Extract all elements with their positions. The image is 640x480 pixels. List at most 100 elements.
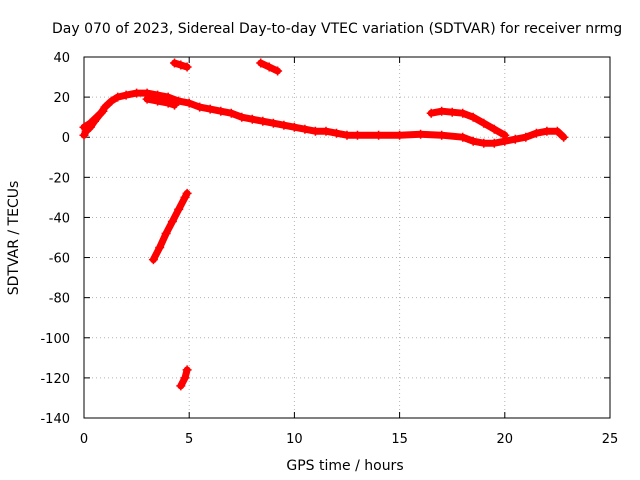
- data-point-main-track-21: [258, 116, 268, 126]
- data-point-main-track-27: [321, 126, 331, 136]
- data-point-deep-segment-0: [176, 381, 186, 391]
- data-point-upper-segment-2-2: [273, 66, 283, 76]
- data-point-early-branch-2: [92, 112, 102, 122]
- data-point-main-track-28: [332, 128, 341, 138]
- data-point-upper-segment-1-0: [170, 58, 179, 68]
- data-point-main-track-8: [121, 90, 131, 100]
- data-point-main-track-18: [226, 108, 236, 118]
- data-point-hump-track-2: [447, 107, 457, 117]
- data-point-upper-segment-2-0: [256, 58, 266, 68]
- data-point-early-branch-1: [85, 118, 95, 128]
- data-point-hump-track-4: [468, 112, 478, 122]
- data-point-main-track-42: [531, 128, 541, 138]
- y-tick-label-3: -20: [49, 171, 70, 186]
- data-point-main-track-36: [468, 136, 478, 146]
- data-point-main-track-38: [489, 138, 499, 148]
- y-axis-label: SDTVAR / TECUs: [6, 181, 22, 296]
- data-point-main-track-22: [268, 118, 278, 128]
- grid-lines: [84, 57, 610, 418]
- data-point-main-track-20: [247, 114, 257, 124]
- data-point-dip-branch-1: [153, 96, 163, 106]
- data-point-main-track-14: [184, 98, 194, 108]
- data-point-early-branch-3: [98, 106, 108, 116]
- y-tick-label-9: -140: [40, 412, 70, 427]
- data-point-upper-segment-2-1: [264, 62, 274, 72]
- data-point-main-track-41: [521, 132, 531, 142]
- data-point-upper-segment-1-2: [182, 62, 192, 72]
- data-point-early-branch-0: [79, 122, 89, 132]
- x-tick-label-3: 15: [391, 432, 408, 447]
- y-tick-label-4: -40: [49, 211, 70, 226]
- series-upper-segment-1: [170, 58, 192, 72]
- data-point-main-track-17: [216, 106, 226, 116]
- data-point-hump-track-5: [479, 118, 489, 128]
- data-point-dip-branch-2: [163, 98, 173, 108]
- data-point-main-track-40: [510, 134, 520, 144]
- data-point-main-track-34: [437, 130, 447, 140]
- data-point-dip-branch-0: [142, 94, 152, 104]
- series-band-early-branch: [80, 107, 107, 131]
- x-tick-label-5: 25: [602, 432, 619, 447]
- series-band-dip-branch: [143, 95, 178, 109]
- y-tick-label-6: -80: [49, 292, 70, 307]
- data-point-deep-segment-2: [182, 365, 192, 375]
- axis-ticks: 0 5 10 15 20 25 40 20 0 -20 -40 -60 -80 -100 -120 -140: [40, 51, 618, 447]
- data-point-main-track-0: [79, 130, 89, 140]
- data-point-negative-slope-4: [174, 204, 184, 214]
- data-point-main-track-44: [552, 126, 562, 136]
- data-point-negative-slope-1: [155, 243, 165, 252]
- data-point-main-track-16: [205, 104, 215, 114]
- data-point-main-track-33: [416, 129, 426, 139]
- data-point-hump-track-0: [426, 108, 436, 118]
- data-point-negative-slope-5: [180, 192, 190, 202]
- y-tick-label-1: 20: [53, 91, 70, 106]
- y-tick-label-8: -120: [40, 372, 70, 387]
- x-tick-label-4: 20: [497, 432, 514, 447]
- plot-frame: [83, 56, 611, 419]
- chart-title: Day 070 of 2023, Sidereal Day-to-day VTE…: [52, 21, 622, 37]
- x-axis-label: GPS time / hours: [286, 458, 403, 474]
- data-point-main-track-45: [559, 132, 569, 142]
- x-tick-label-2: 10: [286, 432, 303, 447]
- series-hump-track: [426, 106, 510, 140]
- x-tick-label-0: 0: [80, 432, 88, 447]
- data-point-main-track-30: [353, 130, 362, 140]
- data-point-negative-slope-0: [148, 255, 158, 265]
- series-deep-segment: [176, 365, 192, 391]
- y-tick-label-7: -100: [40, 332, 70, 347]
- series-negative-slope: [148, 188, 192, 265]
- data-point-upper-segment-1-1: [176, 60, 186, 70]
- data-point-main-track-19: [237, 112, 247, 122]
- data-point-hump-track-1: [437, 106, 447, 116]
- data-point-main-track-15: [195, 102, 205, 112]
- data-point-hump-track-6: [489, 124, 499, 134]
- data-point-dip-branch-3: [170, 100, 179, 110]
- y-tick-label-0: 40: [53, 51, 70, 66]
- data-point-main-track-29: [342, 130, 352, 140]
- x-tick-label-1: 5: [185, 432, 193, 447]
- data-point-deep-segment-1: [180, 373, 190, 383]
- data-point-main-track-7: [113, 92, 123, 102]
- data-point-negative-slope-2: [161, 229, 171, 238]
- y-tick-label-2: 0: [62, 131, 70, 146]
- data-point-main-track-24: [289, 122, 299, 132]
- data-point-main-track-31: [374, 130, 384, 140]
- data-point-main-track-23: [279, 120, 289, 130]
- data-point-hump-track-7: [500, 130, 510, 140]
- data-point-main-track-25: [300, 124, 310, 134]
- data-point-main-track-37: [479, 138, 489, 148]
- data-point-main-track-13: [174, 96, 184, 106]
- data-point-main-track-35: [458, 132, 468, 142]
- series-dip-branch: [142, 94, 179, 110]
- data-point-negative-slope-3: [167, 217, 177, 226]
- series-upper-segment-2: [256, 58, 283, 76]
- series-early-branch: [79, 106, 108, 132]
- data-point-main-track-32: [395, 130, 405, 140]
- y-tick-label-5: -60: [49, 252, 70, 267]
- data-point-main-track-26: [310, 126, 320, 136]
- data-point-negative-slope-6: [182, 188, 192, 198]
- data-point-main-track-43: [542, 126, 552, 136]
- series-band-main-track: [80, 89, 568, 147]
